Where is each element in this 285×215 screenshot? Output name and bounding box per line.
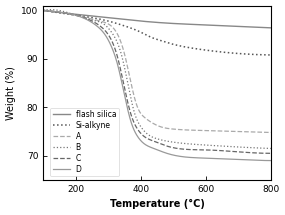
flash silica [228, 25, 231, 27]
Si-alkyne [151, 37, 154, 39]
C [269, 152, 272, 155]
flash silica [269, 26, 272, 29]
D [228, 158, 231, 160]
A [151, 122, 155, 125]
A [150, 121, 154, 124]
Si-alkyne [228, 52, 231, 54]
D [165, 152, 168, 154]
A [269, 131, 272, 134]
Line: A: A [43, 10, 271, 132]
Legend: flash silica, Si-alkyne, A, B, C, D: flash silica, Si-alkyne, A, B, C, D [50, 108, 119, 177]
C [150, 139, 153, 141]
D [264, 159, 267, 162]
C [177, 147, 180, 150]
Si-alkyne [269, 54, 272, 56]
flash silica [165, 22, 168, 24]
flash silica [42, 9, 45, 12]
A [42, 9, 45, 12]
Line: C: C [43, 10, 271, 153]
A [178, 128, 181, 131]
A [42, 9, 45, 12]
Si-alkyne [150, 36, 153, 39]
B [42, 9, 45, 12]
flash silica [150, 21, 153, 23]
Si-alkyne [177, 44, 180, 47]
Si-alkyne [42, 9, 45, 12]
B [269, 147, 272, 150]
Line: B: B [43, 10, 271, 149]
D [177, 155, 180, 157]
B [49, 8, 52, 11]
B [178, 142, 181, 144]
B [150, 135, 154, 138]
A [165, 127, 168, 130]
B [264, 147, 268, 150]
D [42, 9, 45, 12]
Line: flash silica: flash silica [43, 10, 271, 28]
C [264, 152, 267, 155]
flash silica [151, 21, 154, 23]
C [151, 140, 154, 142]
Si-alkyne [264, 54, 267, 56]
B [229, 145, 232, 148]
Si-alkyne [165, 41, 168, 44]
A [229, 130, 232, 132]
D [151, 147, 154, 149]
C [165, 145, 168, 147]
flash silica [264, 26, 267, 29]
Line: D: D [43, 10, 271, 161]
D [150, 146, 153, 149]
C [42, 9, 45, 12]
A [264, 131, 268, 134]
C [228, 150, 231, 152]
B [151, 136, 155, 139]
C [268, 152, 272, 155]
Y-axis label: Weight (%): Weight (%) [5, 66, 16, 120]
Line: Si-alkyne: Si-alkyne [43, 10, 271, 55]
flash silica [177, 23, 180, 25]
D [269, 159, 272, 162]
X-axis label: Temperature (°C): Temperature (°C) [110, 199, 204, 209]
B [165, 140, 168, 142]
